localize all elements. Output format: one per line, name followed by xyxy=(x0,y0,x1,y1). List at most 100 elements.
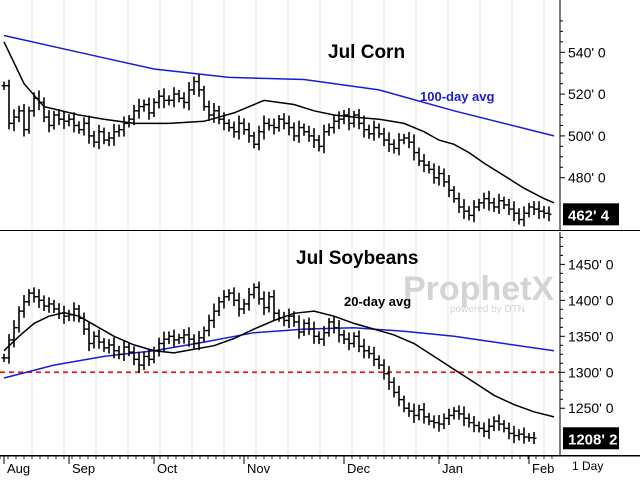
corn-price-bar xyxy=(436,165,442,186)
corn-price-bar xyxy=(521,206,527,227)
soy-price-bar xyxy=(206,314,212,337)
soy-price-bar xyxy=(376,355,382,370)
corn-price-bar xyxy=(141,99,147,112)
corn-price-bar xyxy=(486,190,492,211)
soy-price-bar xyxy=(466,413,472,428)
corn-price-bar xyxy=(321,124,327,154)
corn-price-bar xyxy=(151,98,157,118)
corn-price-bar xyxy=(266,118,272,131)
soy-price-bar xyxy=(191,334,197,349)
corn-price-bar xyxy=(491,197,497,213)
corn-price-bar xyxy=(166,95,172,106)
soy-price-bar xyxy=(521,427,527,444)
soy-price-bar xyxy=(231,287,237,307)
soy-price-bar xyxy=(111,337,117,359)
soy-last-price-label: 1208' 2 xyxy=(568,431,617,448)
corn-y-tick-label: 540' 0 xyxy=(568,44,606,60)
soy-price-bar xyxy=(106,339,112,354)
soy-price-bar xyxy=(151,346,157,364)
corn-price-bar xyxy=(116,124,122,137)
corn-price-bar xyxy=(16,105,22,123)
soy-price-bar xyxy=(336,320,342,343)
soy-price-bar xyxy=(391,377,397,398)
corn-price-bar xyxy=(386,132,392,153)
corn-price-bar xyxy=(341,109,347,125)
corn-price-bar xyxy=(531,201,537,216)
corn-price-bar xyxy=(26,106,32,134)
soy-price-bar xyxy=(66,309,72,322)
corn-price-bar xyxy=(541,206,547,219)
corn-price-bar xyxy=(481,192,487,209)
soy-price-bar xyxy=(321,326,327,346)
corn-price-bar xyxy=(246,122,252,143)
soy-price-bar xyxy=(116,345,122,360)
soy-price-bar xyxy=(71,302,77,322)
corn-price-bar xyxy=(86,115,92,144)
corn-price-bar xyxy=(221,112,227,131)
corn-last-price-label: 462' 4 xyxy=(568,207,610,224)
corn-price-bar xyxy=(211,102,217,123)
soy-price-bar xyxy=(176,333,182,344)
soy-price-bar xyxy=(31,287,37,303)
corn-ma-annotation: 100-day avg xyxy=(420,89,494,104)
corn-price-bar xyxy=(126,115,132,128)
soy-price-bar xyxy=(146,349,152,367)
watermark-sub: powered by DTN xyxy=(450,304,525,315)
corn-price-bar xyxy=(391,139,397,154)
soy-price-bar xyxy=(486,418,492,439)
soy-price-bar xyxy=(211,303,217,329)
corn-price-bar xyxy=(261,115,267,140)
corn-price-bar xyxy=(476,198,482,212)
soy-price-bar xyxy=(341,329,347,345)
corn-price-bar xyxy=(156,90,162,109)
soy-price-bar xyxy=(516,429,522,441)
corn-price-bar xyxy=(421,154,427,173)
corn-price-bar xyxy=(271,118,277,135)
soy-price-bar xyxy=(316,331,322,345)
soy-price-bar xyxy=(261,291,267,316)
corn-title: Jul Corn xyxy=(328,42,405,63)
mark-layer xyxy=(0,34,560,445)
corn-price-bar xyxy=(206,100,212,121)
soy-price-bar xyxy=(431,415,437,429)
soy-y-tick-label: 1350' 0 xyxy=(568,328,614,344)
corn-price-bar xyxy=(196,74,202,97)
soy-price-bar xyxy=(471,415,477,433)
corn-price-bars xyxy=(1,74,552,227)
x-tick-label: Dec xyxy=(347,461,371,476)
corn-price-bar xyxy=(256,125,262,151)
corn-price-bar xyxy=(51,110,57,130)
soy-price-bar xyxy=(251,283,257,299)
soy-price-bar xyxy=(11,320,17,348)
soy-price-bar xyxy=(331,316,337,334)
corn-price-bar xyxy=(31,92,37,117)
soy-price-bar xyxy=(46,297,52,313)
corn-price-bar xyxy=(101,127,107,145)
corn-price-bar xyxy=(106,132,112,147)
corn-price-bar xyxy=(411,134,417,161)
watermark-brand: ProphetX xyxy=(403,270,554,308)
corn-price-bar xyxy=(306,125,312,142)
soy-price-bar xyxy=(351,332,357,348)
corn-price-bar xyxy=(331,115,337,134)
corn-price-bar xyxy=(326,123,332,136)
soy-price-bar xyxy=(401,395,407,413)
soy-price-bar xyxy=(266,291,272,313)
corn-price-bar xyxy=(401,133,407,145)
soy-price-bar xyxy=(446,408,452,426)
soy-price-bar xyxy=(216,296,222,317)
corn-price-bar xyxy=(506,198,512,216)
soy-price-bar xyxy=(16,306,22,333)
soy-price-bar xyxy=(311,321,317,344)
corn-price-bar xyxy=(236,115,242,140)
soy-price-bar xyxy=(21,295,27,318)
soy-price-bar xyxy=(141,351,147,370)
soy-price-bar xyxy=(121,340,127,361)
soy-price-bar xyxy=(131,346,137,366)
soy-price-bar xyxy=(1,353,7,362)
soy-price-bar xyxy=(81,312,87,335)
soy-ma-annotation: 20-day avg xyxy=(344,294,411,309)
soy-price-bar xyxy=(101,338,107,352)
x-tick-label: Feb xyxy=(532,461,554,476)
soy-price-bar xyxy=(506,422,512,440)
